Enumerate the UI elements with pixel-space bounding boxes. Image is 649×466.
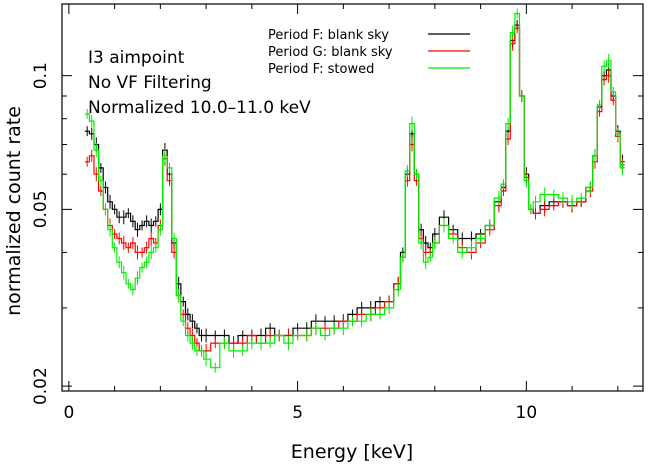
plot-frame bbox=[61, 3, 644, 392]
ticks-layer bbox=[62, 4, 643, 391]
legend-label: Period F: stowed bbox=[268, 62, 374, 77]
annotation-line: No VF Filtering bbox=[88, 73, 212, 93]
y-tick-label: 0.1 bbox=[31, 62, 51, 89]
series-3 bbox=[84, 8, 625, 373]
y-axis-title: normalized count rate bbox=[3, 106, 25, 316]
y-tick-label: 0.05 bbox=[31, 190, 51, 228]
x-tick-label: 10 bbox=[516, 403, 538, 423]
series-layer bbox=[84, 8, 625, 373]
legend: Period F: blank sky Period G: blank sky … bbox=[268, 28, 470, 77]
tick-labels: 0 5 10 0.02 0.05 0.1 bbox=[31, 62, 537, 423]
x-tick-label: 5 bbox=[292, 403, 303, 423]
legend-label: Period G: blank sky bbox=[268, 45, 393, 60]
x-axis-title: Energy [keV] bbox=[291, 441, 413, 463]
annotation-block: I3 aimpoint No VF Filtering Normalized 1… bbox=[88, 48, 311, 118]
x-tick-label: 0 bbox=[63, 403, 74, 423]
legend-label: Period F: blank sky bbox=[268, 28, 389, 43]
y-tick-label: 0.02 bbox=[31, 367, 51, 405]
annotation-line: Normalized 10.0–11.0 keV bbox=[88, 98, 311, 118]
series-line bbox=[84, 12, 625, 369]
annotation-line: I3 aimpoint bbox=[88, 48, 185, 68]
